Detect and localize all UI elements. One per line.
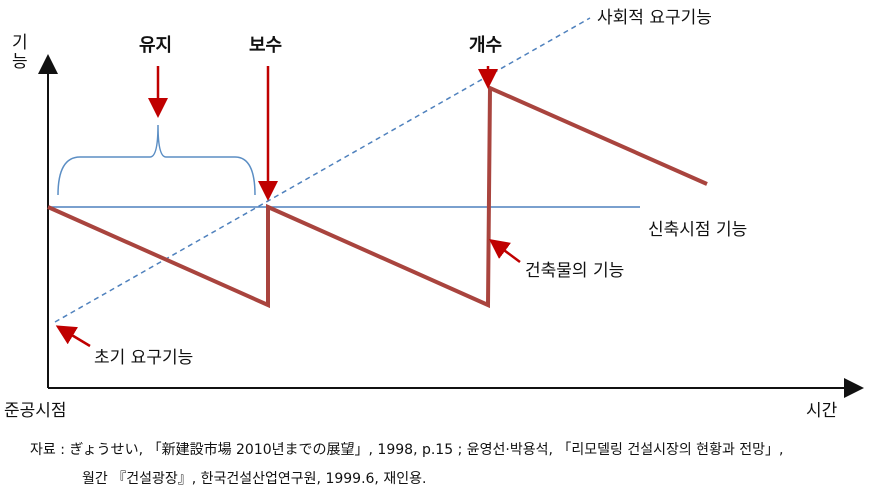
y-axis-label: 기능 — [12, 33, 28, 72]
caption: 월간 『건설광장』, 한국건설산업연구원, 1999.6, 재인용. — [82, 471, 427, 487]
event-label: 개수 — [469, 35, 503, 56]
line-label: 사회적 요구기능 — [597, 8, 712, 28]
line-label: 신축시점 기능 — [648, 220, 748, 240]
line-label: 건축물의 기능 — [525, 261, 625, 281]
maintenance-brace — [57, 124, 256, 196]
arrow — [55, 325, 91, 348]
x-axis-label: 시간 — [806, 401, 838, 421]
origin-label: 준공시점 — [4, 401, 67, 421]
caption: 자료 : ぎょうせい, 「新建設市場 2010년までの展望」, 1998, p.… — [30, 442, 784, 458]
building-function-line — [47, 84, 708, 309]
event-label: 유지 — [139, 35, 173, 56]
line-label: 초기 요구기능 — [94, 348, 194, 368]
arrow — [488, 239, 521, 264]
event-label: 보수 — [249, 35, 283, 56]
social-demand-line — [54, 17, 591, 323]
